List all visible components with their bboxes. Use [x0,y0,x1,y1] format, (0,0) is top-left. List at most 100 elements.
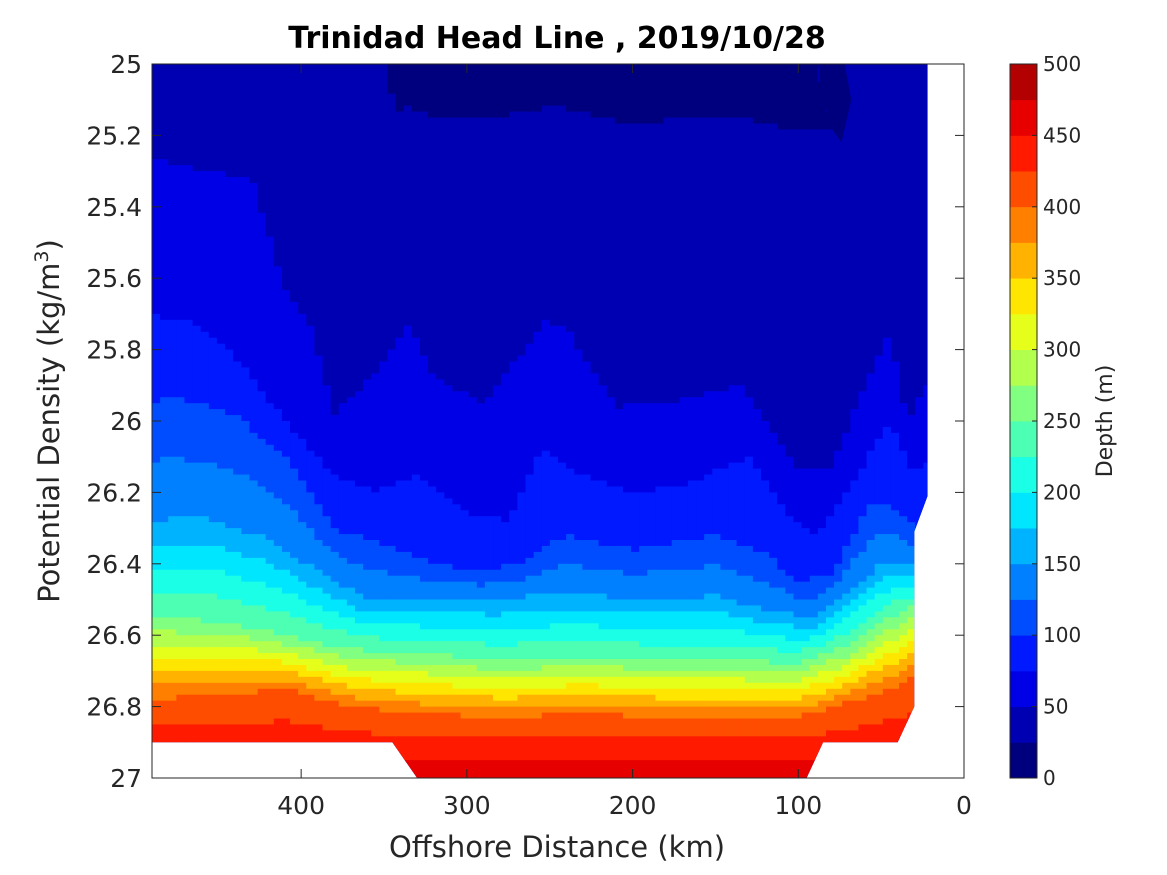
contour-band [363,706,372,731]
contour-band [736,676,746,690]
contour-band [866,587,876,601]
contour-band [411,111,421,339]
contour-band [476,611,486,630]
contour-band [160,670,169,684]
y-tick-label: 25.8 [86,336,142,365]
contour-band [582,682,592,696]
contour-band [631,403,640,493]
contour-band [411,557,421,577]
contour-band [874,694,884,726]
contour-band [533,670,543,678]
contour-band [785,129,795,458]
contour-band [436,706,445,714]
contour-band [298,641,307,648]
contour-band [793,718,803,737]
contour-band [265,64,275,238]
contour-band [419,706,429,714]
contour-band [363,676,372,690]
contour-band [785,670,795,684]
contour-band [379,611,389,624]
contour-band [168,545,177,571]
contour-band [428,599,437,612]
contour-band [817,593,827,612]
colorbar-swatch [1010,492,1037,529]
colorbar-swatch [1010,171,1037,208]
contour-band [428,611,437,630]
contour-band [476,706,486,720]
contour-band [509,670,518,678]
contour-band [200,569,210,595]
contour-band [736,736,746,761]
contour-band [460,676,470,690]
contour-band [241,581,251,607]
contour-band [346,688,356,696]
contour-band [761,647,770,660]
contour-band [355,676,364,690]
contour-band [314,653,324,660]
contour-band [257,688,267,726]
contour-band [874,659,884,672]
contour-band [696,688,705,702]
contour-band [225,623,234,636]
contour-band [720,391,730,470]
contour-band [882,504,892,535]
contour-band [834,659,843,672]
contour-band [184,319,194,404]
contour-band [769,700,778,708]
contour-band [192,462,202,517]
contour-band [890,676,900,690]
contour-band [241,629,251,636]
contour-band [696,397,705,482]
contour-band [387,93,397,351]
contour-band [322,647,332,654]
contour-band [192,516,202,547]
colorbar-tick-label: 500 [1043,52,1081,76]
contour-band [403,653,413,666]
contour-band [761,659,770,672]
contour-band [558,736,567,761]
contour-band [355,391,364,488]
contour-band [533,688,543,696]
contour-band [168,647,177,660]
contour-band [411,623,421,642]
contour-band [704,647,713,660]
contour-band [541,694,551,708]
contour-band [517,659,527,672]
contour-band [679,486,689,541]
contour-band [558,325,567,464]
contour-band [736,385,746,464]
contour-band [355,563,364,595]
contour-band [777,760,786,778]
contour-band [769,587,778,612]
contour-band [890,64,900,363]
colorbar-tick-label: 100 [1043,623,1081,647]
contour-band [752,409,762,470]
contour-band [346,587,356,607]
contour-band [769,664,778,672]
contour-band [509,736,518,761]
contour-band [720,468,730,541]
contour-band [184,670,194,684]
contour-band [890,534,900,565]
contour-band [306,325,315,452]
contour-band [484,516,494,571]
contour-band [216,171,226,345]
contour-band [468,659,478,666]
contour-band [899,611,908,624]
contour-band [501,373,510,523]
contour-band [606,694,616,708]
contour-band [192,659,202,672]
contour-band [411,64,421,113]
contour-band [890,587,900,601]
contour-band [216,659,226,672]
contour-band [387,670,397,684]
contour-band [249,694,259,726]
contour-band [517,694,527,708]
contour-band [882,653,892,666]
contour-band [834,694,843,708]
contour-band [200,462,210,517]
contour-band [322,593,332,612]
contour-band [671,403,681,488]
contour-band [541,664,551,678]
contour-band [631,688,640,696]
